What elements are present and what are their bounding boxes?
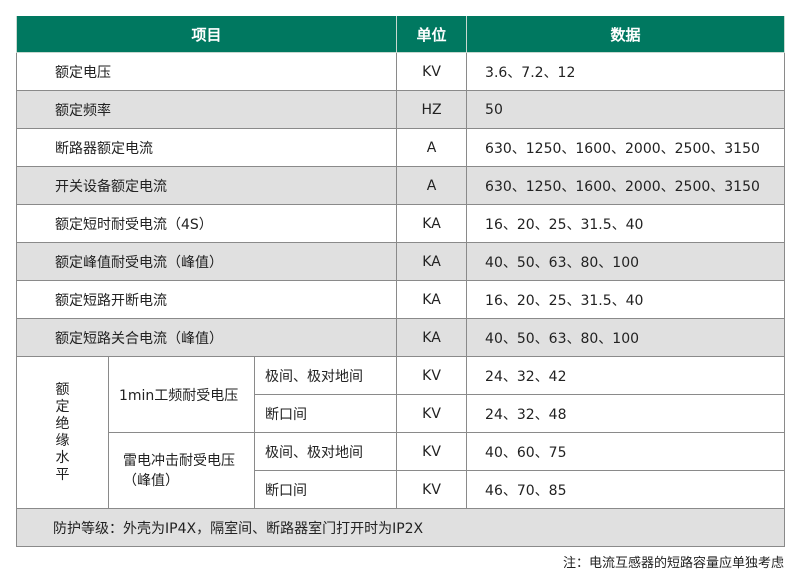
data-cell: 16、20、25、31.5、40: [466, 204, 786, 243]
table-row: 额定短路关合电流（峰值） KA 40、50、63、80、100: [15, 318, 786, 357]
data-cell: 40、50、63、80、100: [466, 318, 786, 357]
table-row: 断路器额定电流 A 630、1250、1600、2000、2500、3150: [15, 128, 786, 167]
sub-name: 断口间: [253, 394, 398, 433]
group-name: 雷电冲击耐受电压（峰值）: [108, 432, 255, 509]
sub-name: 极间、极对地间: [253, 432, 398, 471]
data-cell: 40、60、75: [466, 432, 786, 471]
table-row: 断口间 KV 46、70、85: [17, 470, 786, 509]
item-cell: 额定频率: [15, 90, 398, 129]
data-cell: 630、1250、1600、2000、2500、3150: [466, 128, 786, 167]
table-row: 断口间 KV 24、32、48: [17, 394, 786, 433]
unit-cell: A: [396, 128, 468, 167]
group-name: 1min工频耐受电压: [108, 356, 255, 433]
data-cell: 50: [466, 90, 786, 129]
item-cell: 额定短路关合电流（峰值）: [15, 318, 398, 357]
spec-table: 项目 单位 数据 额定电压 KV 3.6、7.2、12 额定频率 HZ 50 断路器…: [15, 16, 786, 547]
unit-cell: KV: [396, 52, 468, 91]
unit-cell: KV: [396, 394, 468, 433]
sub-name: 极间、极对地间: [253, 356, 398, 395]
table-row: 额定绝缘水平 1min工频耐受电压 极间、极对地间 KV 24、32、42: [16, 356, 786, 509]
table-row: 额定短路开断电流 KA 16、20、25、31.5、40: [15, 280, 786, 319]
table-row: 额定电压 KV 3.6、7.2、12: [15, 52, 786, 91]
data-cell: 24、32、42: [466, 356, 786, 395]
header-data: 数据: [466, 16, 786, 53]
footer-row: 防护等级：外壳为IP4X，隔室间、断路器室门打开时为IP2X: [15, 508, 786, 547]
insulation-label-cell: 额定绝缘水平: [16, 356, 109, 509]
unit-cell: A: [396, 166, 468, 205]
unit-cell: KA: [396, 280, 468, 319]
unit-cell: KA: [396, 242, 468, 281]
unit-cell: KV: [396, 470, 468, 509]
data-cell: 40、50、63、80、100: [466, 242, 786, 281]
data-cell: 46、70、85: [466, 470, 786, 509]
table-row: 雷电冲击耐受电压（峰值） 极间、极对地间 KV 40、60、75: [17, 432, 786, 509]
table-row: 额定峰值耐受电流（峰值） KA 40、50、63、80、100: [15, 242, 786, 281]
item-cell: 额定峰值耐受电流（峰值）: [15, 242, 398, 281]
header-item: 项目: [15, 16, 398, 53]
data-cell: 24、32、48: [466, 394, 786, 433]
header-unit: 单位: [396, 16, 468, 53]
protection-level: 防护等级：外壳为IP4X，隔室间、断路器室门打开时为IP2X: [15, 508, 786, 547]
item-cell: 开关设备额定电流: [15, 166, 398, 205]
sub-name: 断口间: [253, 470, 398, 509]
item-cell: 额定短时耐受电流（4S）: [15, 204, 398, 243]
footnote: 注：电流互感器的短路容量应单独考虑: [562, 556, 784, 571]
table-row: 额定频率 HZ 50: [15, 90, 786, 129]
data-cell: 16、20、25、31.5、40: [466, 280, 786, 319]
item-cell: 额定短路开断电流: [15, 280, 398, 319]
item-cell: 断路器额定电流: [15, 128, 398, 167]
unit-cell: KV: [396, 356, 468, 395]
table-header: 项目 单位 数据: [15, 16, 786, 53]
data-cell: 630、1250、1600、2000、2500、3150: [466, 166, 786, 205]
data-cell: 3.6、7.2、12: [466, 52, 786, 91]
unit-cell: HZ: [396, 90, 468, 129]
unit-cell: KV: [396, 432, 468, 471]
unit-cell: KA: [396, 318, 468, 357]
unit-cell: KA: [396, 204, 468, 243]
insulation-label: 额定绝缘水平: [55, 381, 70, 483]
item-cell: 额定电压: [15, 52, 398, 91]
table-row: 开关设备额定电流 A 630、1250、1600、2000、2500、3150: [15, 166, 786, 205]
table-row: 额定短时耐受电流（4S） KA 16、20、25、31.5、40: [15, 204, 786, 243]
